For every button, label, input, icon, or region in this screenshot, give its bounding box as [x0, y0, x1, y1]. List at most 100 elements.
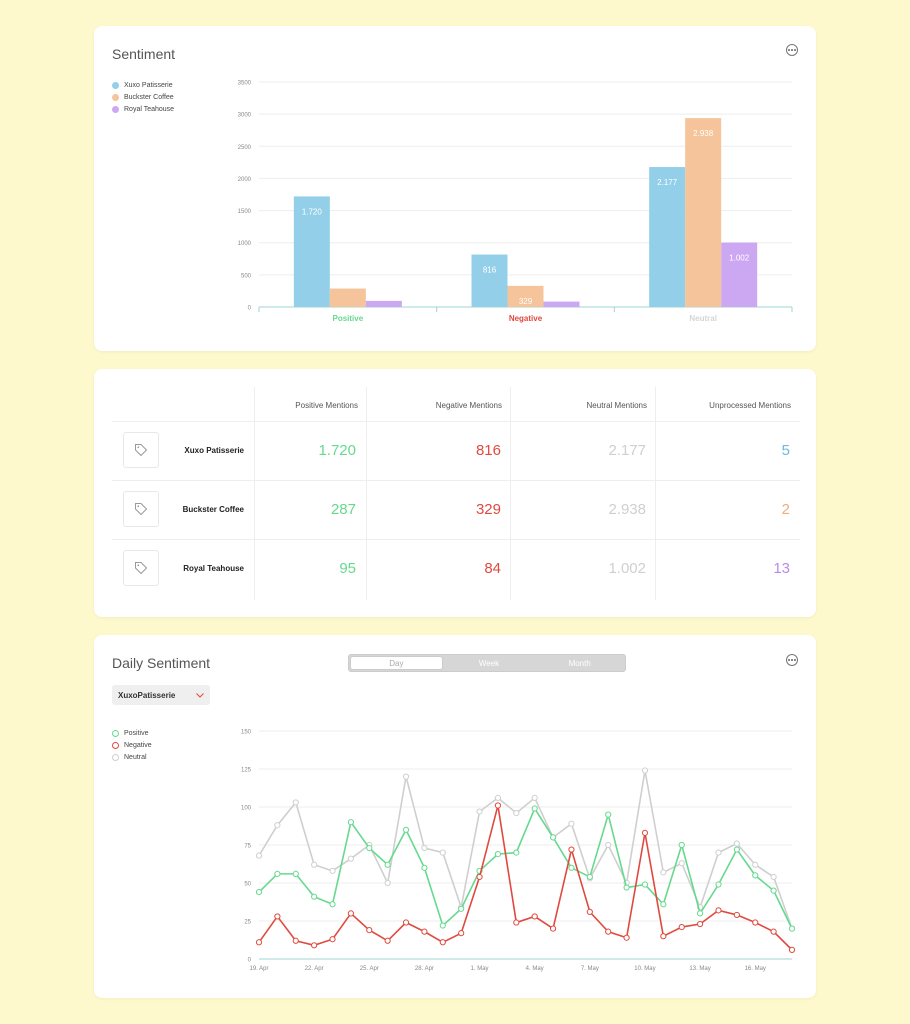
- data-point: [329, 867, 336, 874]
- legend-item-royal[interactable]: Royal Teahouse: [112, 103, 174, 115]
- legend-swatch: [112, 93, 119, 101]
- data-point: [384, 861, 391, 868]
- sentiment-legend: Xuxo Patisserie Buckster Coffee Royal Te…: [112, 79, 174, 115]
- tag-icon-glyph: [135, 562, 148, 575]
- data-point: [697, 910, 704, 917]
- legend-item-positive[interactable]: Positive: [112, 727, 152, 739]
- data-point: [513, 849, 520, 856]
- data-point: [402, 826, 410, 833]
- data-point: [476, 873, 483, 881]
- x-tick-label: 4. May: [526, 966, 544, 972]
- tag-icon[interactable]: [123, 491, 159, 527]
- y-tick-label: 3000: [238, 113, 252, 119]
- tag-icon-glyph: [135, 444, 148, 457]
- daily-legend: Positive Negative Neutral: [112, 727, 152, 763]
- tag-icon[interactable]: [123, 550, 159, 586]
- data-point: [255, 889, 263, 896]
- y-tick-label: 3500: [238, 81, 252, 87]
- legend-marker: [112, 741, 119, 749]
- data-point: [586, 908, 593, 915]
- data-point: [660, 901, 667, 908]
- bar: [365, 300, 402, 307]
- series-line: [258, 770, 793, 929]
- data-point: [733, 911, 740, 919]
- brand-select[interactable]: XuxoPatisserie: [112, 685, 210, 705]
- brand-name: Xuxo Patisserie: [184, 446, 244, 455]
- data-label: 2.177: [657, 178, 678, 187]
- data-point: [549, 834, 557, 841]
- data-point: [384, 937, 391, 944]
- data-point: [568, 864, 575, 871]
- x-tick-label: 13. May: [689, 966, 710, 972]
- x-tick-label: Neutral: [689, 314, 717, 323]
- x-tick-label: 25. Apr: [360, 966, 379, 972]
- data-point: [605, 841, 612, 849]
- daily-sentiment-card: Daily Sentiment Day Week Month XuxoPatis…: [94, 635, 816, 998]
- negative-value: 329: [475, 501, 501, 518]
- header-positive: Positive Mentions: [295, 401, 358, 410]
- data-label: 816: [483, 266, 497, 275]
- header-unprocessed: Unprocessed Mentions: [709, 401, 791, 410]
- legend-item-negative[interactable]: Negative: [112, 739, 152, 751]
- legend-swatch: [112, 105, 119, 113]
- data-point: [311, 893, 318, 900]
- tab-week[interactable]: Week: [478, 658, 500, 668]
- x-tick-label: 22. Apr: [305, 966, 324, 972]
- column-divider: [655, 387, 656, 600]
- y-tick-label: 1000: [238, 241, 252, 247]
- data-point: [549, 925, 557, 932]
- more-options-icon[interactable]: [786, 44, 798, 56]
- data-point: [274, 870, 281, 877]
- data-point: [347, 910, 354, 917]
- bar: [329, 288, 366, 307]
- bar: [649, 167, 686, 307]
- data-point: [292, 870, 299, 877]
- series-line: [258, 805, 793, 951]
- y-tick-label: 1500: [238, 209, 252, 215]
- legend-label: Positive: [124, 729, 149, 737]
- tag-icon-glyph: [135, 503, 148, 516]
- data-point: [623, 884, 630, 891]
- tag-icon[interactable]: [123, 432, 159, 468]
- mentions-table-card: Positive Mentions Negative Mentions Neut…: [94, 369, 816, 617]
- data-point: [568, 846, 575, 853]
- more-options-icon[interactable]: [786, 654, 798, 666]
- x-tick-label: 19. Apr: [249, 966, 268, 972]
- data-point: [476, 808, 483, 815]
- unprocessed-value: 2: [781, 501, 790, 518]
- data-label: 1.002: [729, 254, 750, 263]
- x-tick-label: 7. May: [581, 966, 599, 972]
- column-divider: [254, 387, 255, 600]
- y-tick-label: 500: [241, 273, 252, 279]
- data-point: [402, 919, 410, 926]
- period-toggle: Day Week Month: [348, 654, 626, 672]
- data-point: [329, 901, 336, 908]
- data-point: [494, 794, 502, 801]
- y-tick-label: 2500: [238, 145, 252, 151]
- data-point: [347, 855, 354, 862]
- data-point: [366, 927, 373, 934]
- positive-value: 287: [330, 501, 356, 518]
- data-point: [255, 852, 263, 859]
- legend-item-buckster[interactable]: Buckster Coffee: [112, 91, 174, 103]
- data-point: [678, 841, 685, 849]
- data-point: [770, 887, 777, 894]
- brand-name: Royal Teahouse: [183, 564, 244, 573]
- x-tick-label: Positive: [332, 314, 363, 323]
- legend-label: Negative: [124, 741, 152, 749]
- data-point: [274, 913, 281, 920]
- sentiment-title: Sentiment: [112, 46, 176, 62]
- tab-month[interactable]: Month: [568, 658, 591, 668]
- brand-select-value: XuxoPatisserie: [118, 690, 176, 700]
- data-point: [660, 933, 667, 940]
- sentiment-bar-chart: 0 500 1000 1500 2000 2500 3000 3500 1.720 Positiv…: [238, 81, 793, 323]
- legend-item-neutral[interactable]: Neutral: [112, 751, 152, 763]
- tab-day[interactable]: Day: [350, 656, 443, 670]
- negative-value: 816: [475, 442, 501, 459]
- neutral-value: 1.002: [608, 560, 646, 577]
- row-divider: [112, 480, 800, 481]
- series-line: [258, 806, 793, 929]
- legend-item-xuxo[interactable]: Xuxo Patisserie: [112, 79, 174, 91]
- x-tick-label: 28. Apr: [415, 966, 434, 972]
- bar: [543, 301, 580, 307]
